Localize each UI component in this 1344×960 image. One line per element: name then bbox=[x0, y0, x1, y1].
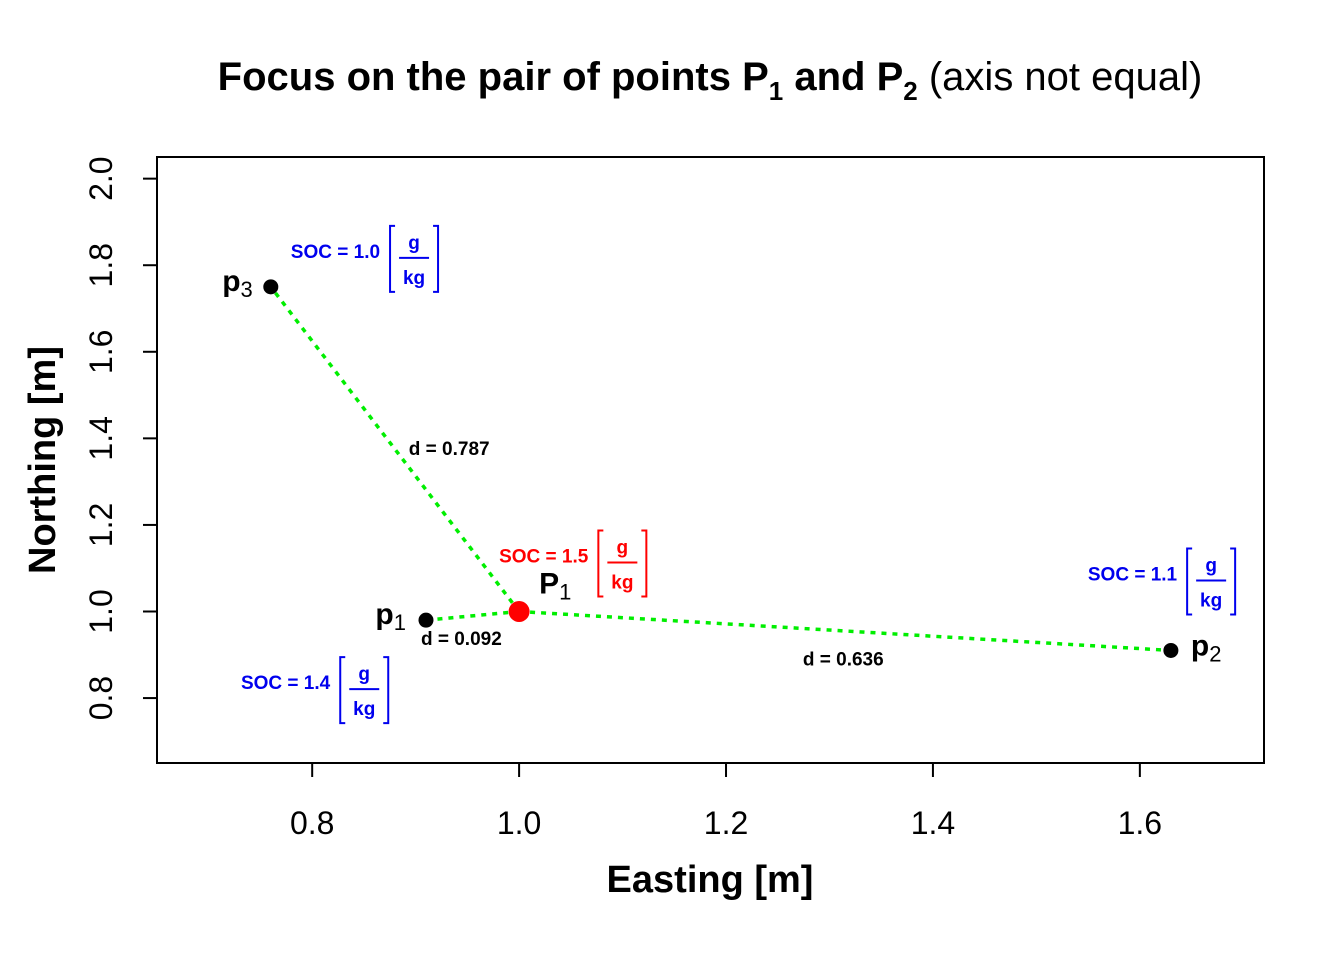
point-p3 bbox=[263, 279, 279, 295]
data-points bbox=[263, 279, 1179, 658]
y-tick-label: 1.2 bbox=[83, 503, 119, 547]
label-distance-p1: d = 0.092 bbox=[421, 629, 502, 650]
x-axis: 0.8 1.0 1.2 1.4 1.6 bbox=[290, 762, 1162, 841]
point-p1 bbox=[418, 612, 434, 628]
x-axis-label: Easting [m] bbox=[607, 859, 814, 901]
label-p3-soc: SOC = 1.0 g kg bbox=[291, 224, 440, 293]
svg-text:SOC = 1.1: SOC = 1.1 bbox=[1088, 564, 1178, 585]
title-bold-mid: and P bbox=[783, 55, 903, 99]
label-target-soc: SOC = 1.5 g kg bbox=[499, 529, 648, 598]
label-p3-name: p3 bbox=[222, 265, 253, 302]
y-tick-label: 0.8 bbox=[83, 676, 119, 720]
svg-text:SOC = 1.5: SOC = 1.5 bbox=[499, 547, 589, 568]
svg-text:kg: kg bbox=[353, 699, 375, 720]
svg-text:g: g bbox=[617, 538, 629, 559]
distance-line-p1 bbox=[425, 609, 520, 622]
svg-text:g: g bbox=[358, 664, 370, 685]
label-p1-name: p1 bbox=[375, 598, 406, 635]
label-p1-soc: SOC = 1.4 g kg bbox=[241, 656, 390, 725]
title-sub2: 2 bbox=[903, 76, 917, 106]
svg-text:kg: kg bbox=[1200, 590, 1222, 611]
distance-line-p2 bbox=[518, 609, 1171, 653]
title-bold-prefix: Focus on the pair of points P bbox=[218, 55, 769, 99]
svg-text:g: g bbox=[408, 233, 420, 254]
y-tick-label: 1.0 bbox=[83, 589, 119, 633]
distance-lines bbox=[269, 285, 1171, 653]
label-target-name: P1 bbox=[539, 568, 571, 605]
x-tick-label: 1.2 bbox=[704, 805, 748, 841]
x-tick-label: 0.8 bbox=[290, 805, 334, 841]
svg-text:kg: kg bbox=[403, 268, 425, 289]
y-axis-label: Northing [m] bbox=[22, 346, 64, 574]
point-target-P1 bbox=[508, 601, 530, 622]
point-p2 bbox=[1163, 642, 1179, 658]
distance-line-p3 bbox=[269, 285, 521, 613]
y-tick-label: 1.4 bbox=[83, 416, 119, 460]
y-tick-label: 2.0 bbox=[83, 156, 119, 200]
label-p2-soc: SOC = 1.1 g kg bbox=[1088, 547, 1237, 616]
x-tick-label: 1.6 bbox=[1118, 805, 1162, 841]
label-distance-p3: d = 0.787 bbox=[409, 439, 490, 460]
y-tick-label: 1.8 bbox=[83, 243, 119, 287]
label-p2-name: p2 bbox=[1191, 629, 1222, 666]
svg-text:SOC = 1.0: SOC = 1.0 bbox=[291, 242, 380, 263]
title-normal-suffix: (axis not equal) bbox=[918, 55, 1203, 99]
svg-text:SOC = 1.4: SOC = 1.4 bbox=[241, 673, 331, 694]
label-distance-p2: d = 0.636 bbox=[803, 649, 884, 670]
svg-text:kg: kg bbox=[611, 573, 633, 594]
x-tick-label: 1.0 bbox=[497, 805, 541, 841]
y-axis: 0.8 1.0 1.2 1.4 1.6 1.8 2.0 bbox=[83, 156, 158, 720]
title-sub1: 1 bbox=[769, 76, 783, 106]
chart-title: Focus on the pair of points P1 and P2 (a… bbox=[218, 55, 1203, 106]
y-tick-label: 1.6 bbox=[83, 330, 119, 374]
svg-text:g: g bbox=[1205, 555, 1217, 576]
x-tick-label: 1.4 bbox=[911, 805, 955, 841]
